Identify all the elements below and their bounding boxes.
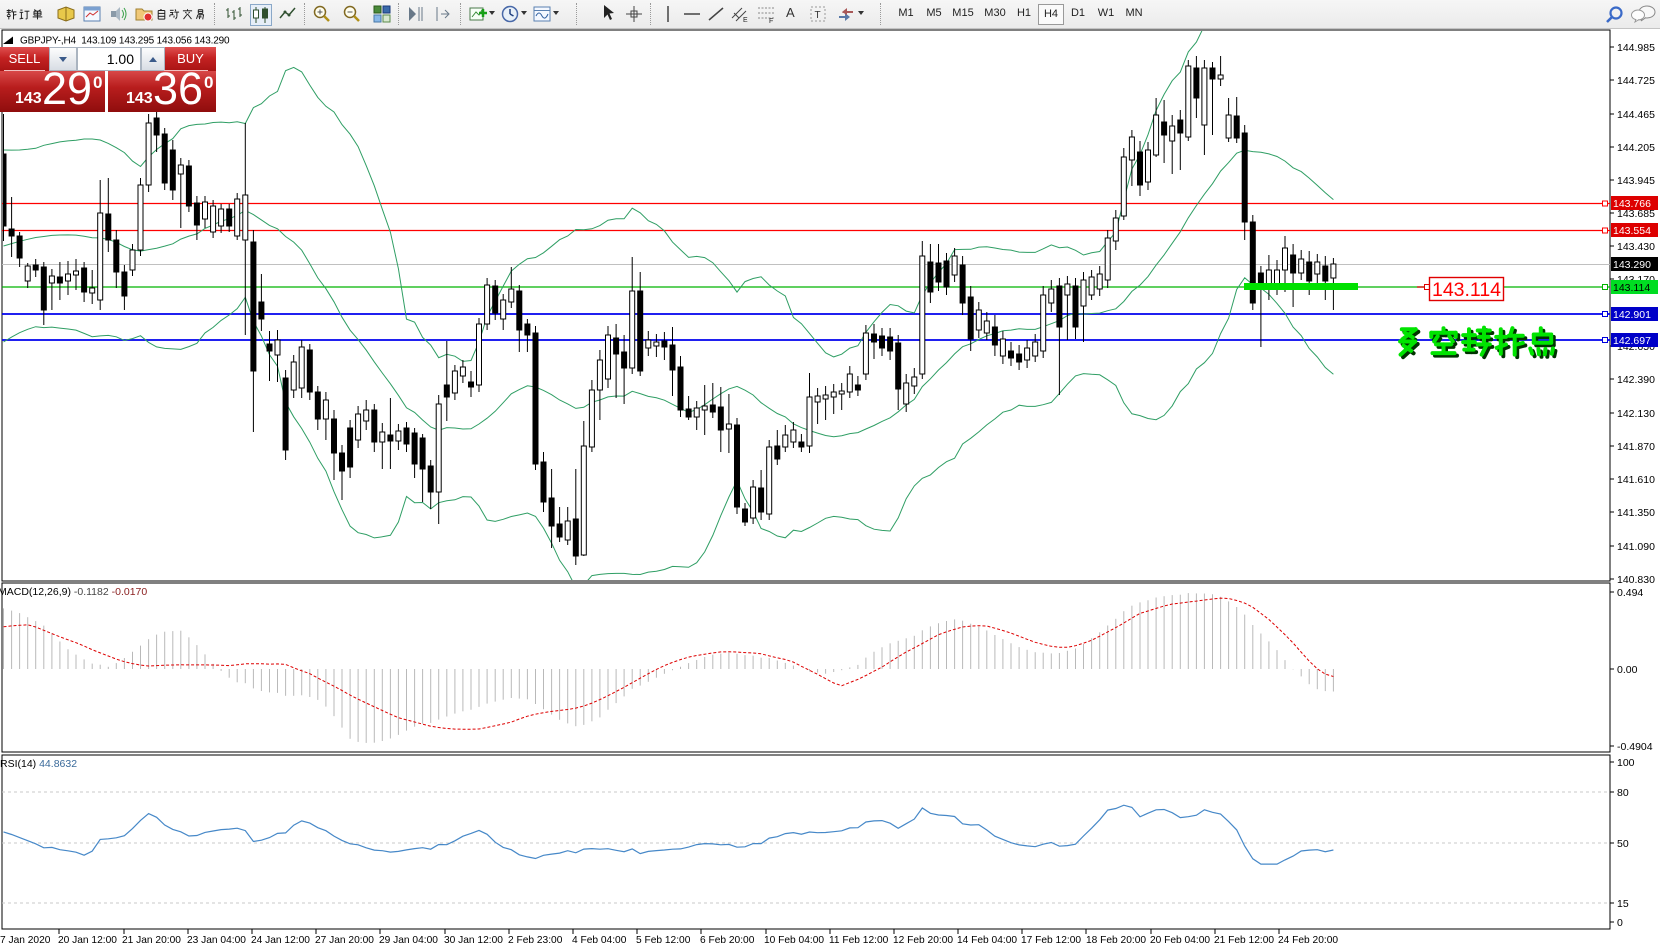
svg-text:0.00: 0.00 [1617,664,1638,676]
svg-text:F: F [769,18,773,24]
svg-text:0.494: 0.494 [1617,587,1643,599]
svg-text:141.350: 141.350 [1617,507,1655,519]
svg-text:144.985: 144.985 [1617,42,1655,54]
svg-text:143.766: 143.766 [1613,198,1651,210]
svg-text:142.130: 142.130 [1617,408,1655,420]
svg-text:143.945: 143.945 [1617,175,1655,187]
svg-text:7 Jan 2020: 7 Jan 2020 [0,935,51,946]
svg-text:T: T [815,10,821,21]
svg-text:12 Feb 20:00: 12 Feb 20:00 [893,935,953,946]
svg-text:5 Feb 12:00: 5 Feb 12:00 [636,935,691,946]
svg-text:0: 0 [1617,917,1623,929]
svg-text:141.870: 141.870 [1617,441,1655,453]
svg-text:143.114: 143.114 [1432,279,1501,301]
svg-text:6 Feb 20:00: 6 Feb 20:00 [700,935,755,946]
svg-text:144.205: 144.205 [1617,142,1655,154]
svg-text:144.725: 144.725 [1617,75,1655,87]
svg-text:143.685: 143.685 [1617,208,1655,220]
svg-text:50: 50 [1617,838,1629,850]
svg-text:143.430: 143.430 [1617,241,1655,253]
svg-text:17 Feb 12:00: 17 Feb 12:00 [1021,935,1081,946]
svg-text:24 Jan 12:00: 24 Jan 12:00 [251,935,310,946]
svg-text:23 Jan 04:00: 23 Jan 04:00 [187,935,246,946]
svg-text:30 Jan 12:00: 30 Jan 12:00 [444,935,503,946]
svg-text:21 Feb 12:00: 21 Feb 12:00 [1214,935,1274,946]
svg-text:21 Jan 20:00: 21 Jan 20:00 [122,935,181,946]
svg-text:143.114: 143.114 [1613,282,1650,294]
svg-text:2 Feb 23:00: 2 Feb 23:00 [508,935,563,946]
svg-text:144.465: 144.465 [1617,109,1655,121]
svg-text:RSI(14) 44.8632: RSI(14) 44.8632 [0,758,77,770]
svg-text:27 Jan 20:00: 27 Jan 20:00 [315,935,374,946]
svg-text:20 Feb 04:00: 20 Feb 04:00 [1150,935,1210,946]
svg-text:4 Feb 04:00: 4 Feb 04:00 [572,935,627,946]
svg-text:15: 15 [1617,898,1629,910]
svg-text:11 Feb 12:00: 11 Feb 12:00 [829,935,889,946]
svg-text:143.554: 143.554 [1613,225,1651,237]
svg-text:100: 100 [1617,757,1635,769]
svg-text:MACD(12,26,9) -0.1182 -0.0170: MACD(12,26,9) -0.1182 -0.0170 [0,586,147,598]
svg-text:-0.4904: -0.4904 [1617,741,1653,753]
svg-text:24 Feb 20:00: 24 Feb 20:00 [1278,935,1338,946]
svg-text:20 Jan 12:00: 20 Jan 12:00 [58,935,117,946]
svg-text:E: E [743,17,748,24]
svg-text:142.697: 142.697 [1613,335,1651,347]
svg-text:GBPJPY-,H4 143.109 143.295 14: GBPJPY-,H4 143.109 143.295 143.056 143.2… [20,36,230,47]
svg-text:29 Jan 04:00: 29 Jan 04:00 [379,935,438,946]
svg-text:140.830: 140.830 [1617,574,1655,586]
svg-text:141.090: 141.090 [1617,541,1655,553]
svg-text:141.610: 141.610 [1617,474,1655,486]
svg-text:14 Feb 04:00: 14 Feb 04:00 [957,935,1017,946]
svg-text:143.290: 143.290 [1613,259,1651,271]
svg-text:10 Feb 04:00: 10 Feb 04:00 [764,935,824,946]
svg-text:142.901: 142.901 [1613,309,1651,321]
svg-text:142.390: 142.390 [1617,374,1655,386]
svg-text:80: 80 [1617,787,1629,799]
svg-text:18 Feb 20:00: 18 Feb 20:00 [1086,935,1146,946]
